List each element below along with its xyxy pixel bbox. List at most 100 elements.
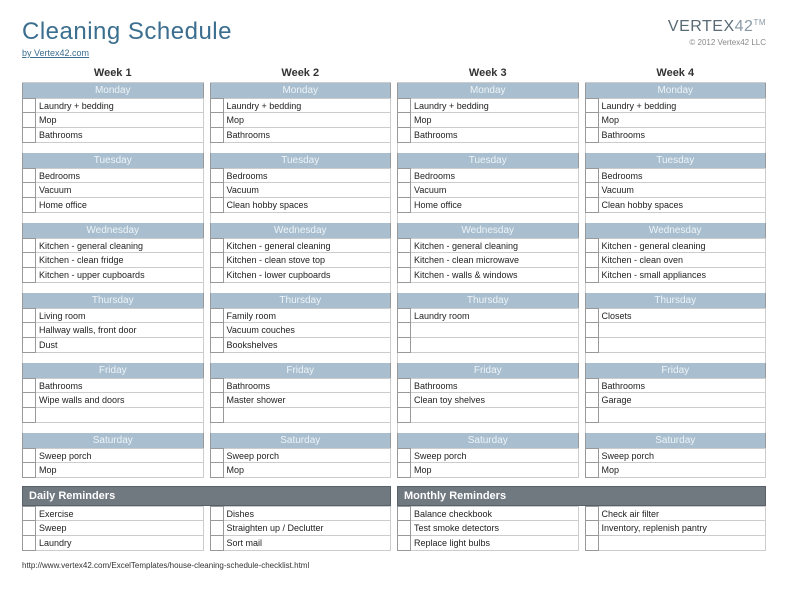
task-checkbox[interactable] <box>22 268 36 283</box>
task-checkbox[interactable] <box>585 378 599 393</box>
byline-link[interactable]: by Vertex42.com <box>22 48 232 58</box>
task-checkbox[interactable] <box>585 323 599 338</box>
task-checkbox[interactable] <box>22 408 36 423</box>
task-checkbox[interactable] <box>397 98 411 113</box>
day-spacer <box>210 423 392 433</box>
reminder-checkbox[interactable] <box>585 506 599 521</box>
reminder-checkbox[interactable] <box>397 521 411 536</box>
task-checkbox[interactable] <box>585 198 599 213</box>
task-checkbox[interactable] <box>22 183 36 198</box>
task-checkbox[interactable] <box>585 98 599 113</box>
reminder-checkbox[interactable] <box>210 506 224 521</box>
task-checkbox[interactable] <box>210 198 224 213</box>
task-row: Vacuum <box>397 183 579 198</box>
reminder-checkbox[interactable] <box>210 536 224 551</box>
task-checkbox[interactable] <box>397 183 411 198</box>
task-checkbox[interactable] <box>397 463 411 478</box>
task-checkbox[interactable] <box>210 338 224 353</box>
reminder-checkbox[interactable] <box>585 521 599 536</box>
task-checkbox[interactable] <box>22 168 36 183</box>
task-checkbox[interactable] <box>210 183 224 198</box>
task-checkbox[interactable] <box>397 268 411 283</box>
task-checkbox[interactable] <box>22 128 36 143</box>
task-checkbox[interactable] <box>585 268 599 283</box>
task-checkbox[interactable] <box>585 168 599 183</box>
title-block: Cleaning Schedule by Vertex42.com <box>22 18 232 58</box>
task-checkbox[interactable] <box>22 338 36 353</box>
task-label: Bathrooms <box>599 128 767 143</box>
task-row: Mop <box>210 113 392 128</box>
task-checkbox[interactable] <box>397 308 411 323</box>
task-checkbox[interactable] <box>397 393 411 408</box>
task-checkbox[interactable] <box>210 308 224 323</box>
task-checkbox[interactable] <box>585 408 599 423</box>
task-checkbox[interactable] <box>585 393 599 408</box>
task-checkbox[interactable] <box>22 463 36 478</box>
task-checkbox[interactable] <box>210 168 224 183</box>
task-checkbox[interactable] <box>585 238 599 253</box>
task-checkbox[interactable] <box>585 463 599 478</box>
reminder-checkbox[interactable] <box>585 536 599 551</box>
task-checkbox[interactable] <box>397 113 411 128</box>
task-checkbox[interactable] <box>585 253 599 268</box>
reminder-checkbox[interactable] <box>22 536 36 551</box>
task-checkbox[interactable] <box>397 378 411 393</box>
task-row: Kitchen - general cleaning <box>397 238 579 253</box>
task-checkbox[interactable] <box>397 338 411 353</box>
task-checkbox[interactable] <box>397 198 411 213</box>
task-checkbox[interactable] <box>22 378 36 393</box>
task-checkbox[interactable] <box>210 98 224 113</box>
reminder-checkbox[interactable] <box>397 536 411 551</box>
task-label: Mop <box>224 463 392 478</box>
reminder-checkbox[interactable] <box>22 521 36 536</box>
task-checkbox[interactable] <box>397 168 411 183</box>
task-checkbox[interactable] <box>22 98 36 113</box>
task-checkbox[interactable] <box>210 463 224 478</box>
week-column: Week 1MondayLaundry + beddingMopBathroom… <box>22 64 204 478</box>
footer-url[interactable]: http://www.vertex42.com/ExcelTemplates/h… <box>22 561 766 570</box>
day-header: Wednesday <box>585 223 767 238</box>
task-checkbox[interactable] <box>22 113 36 128</box>
task-checkbox[interactable] <box>397 253 411 268</box>
task-checkbox[interactable] <box>210 113 224 128</box>
task-checkbox[interactable] <box>210 238 224 253</box>
task-checkbox[interactable] <box>585 338 599 353</box>
day-spacer <box>22 283 204 293</box>
task-label: Bathrooms <box>36 378 204 393</box>
task-checkbox[interactable] <box>210 253 224 268</box>
task-checkbox[interactable] <box>22 308 36 323</box>
reminder-checkbox[interactable] <box>22 506 36 521</box>
task-checkbox[interactable] <box>210 448 224 463</box>
task-checkbox[interactable] <box>397 408 411 423</box>
task-checkbox[interactable] <box>210 393 224 408</box>
task-checkbox[interactable] <box>585 128 599 143</box>
reminder-column: Balance checkbookTest smoke detectorsRep… <box>397 506 579 551</box>
task-checkbox[interactable] <box>22 448 36 463</box>
task-checkbox[interactable] <box>210 268 224 283</box>
weeks-grid: Week 1MondayLaundry + beddingMopBathroom… <box>22 64 766 478</box>
task-checkbox[interactable] <box>22 393 36 408</box>
task-checkbox[interactable] <box>22 323 36 338</box>
task-checkbox[interactable] <box>22 198 36 213</box>
task-checkbox[interactable] <box>210 323 224 338</box>
task-checkbox[interactable] <box>397 323 411 338</box>
task-checkbox[interactable] <box>585 448 599 463</box>
week-title: Week 3 <box>397 64 579 83</box>
task-checkbox[interactable] <box>397 238 411 253</box>
task-row: Bathrooms <box>22 378 204 393</box>
task-checkbox[interactable] <box>585 308 599 323</box>
reminder-checkbox[interactable] <box>210 521 224 536</box>
task-checkbox[interactable] <box>397 448 411 463</box>
monthly-reminders-header: Monthly Reminders <box>397 486 766 506</box>
task-checkbox[interactable] <box>585 183 599 198</box>
task-checkbox[interactable] <box>397 128 411 143</box>
task-checkbox[interactable] <box>210 128 224 143</box>
task-checkbox[interactable] <box>22 253 36 268</box>
task-label: Mop <box>36 113 204 128</box>
task-checkbox[interactable] <box>585 113 599 128</box>
task-checkbox[interactable] <box>210 408 224 423</box>
task-checkbox[interactable] <box>210 378 224 393</box>
task-checkbox[interactable] <box>22 238 36 253</box>
reminder-checkbox[interactable] <box>397 506 411 521</box>
task-row: Bathrooms <box>397 128 579 143</box>
